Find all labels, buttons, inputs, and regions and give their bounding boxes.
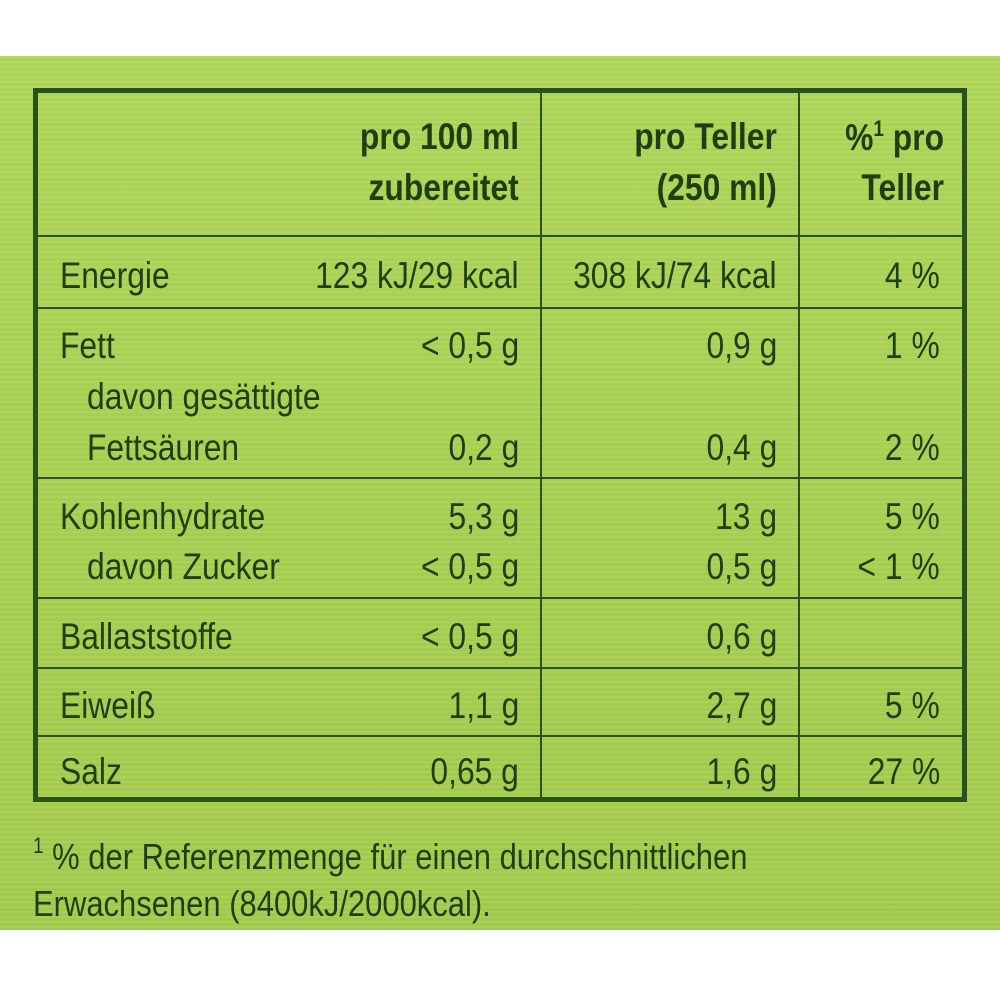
row-divider	[38, 307, 962, 309]
value-energie-per100: 123 kJ/29 kcal	[315, 255, 519, 296]
value-kohlenhydrate-per100: 5,3 g	[448, 496, 519, 537]
value-ballaststoffe-perplate: 0,6 g	[706, 616, 777, 657]
row-label-zucker: davon Zucker	[87, 546, 280, 587]
row-label-fettsaeuren-line1: davon gesättigte	[87, 376, 321, 417]
header-per100-line1: pro 100 ml	[359, 116, 519, 157]
row-divider	[38, 235, 962, 237]
row-label-eiweiss: Eiweiß	[60, 685, 156, 726]
footnote-line2: Erwachsenen (8400kJ/2000kcal).	[33, 883, 491, 924]
header-perplate-line2: (250 ml)	[656, 167, 777, 208]
header-per100-line2: zubereitet	[368, 167, 519, 208]
header-percent-line2: Teller	[861, 167, 944, 208]
value-energie-perplate: 308 kJ/74 kcal	[573, 255, 777, 296]
value-fettsaeuren-per100: 0,2 g	[448, 427, 519, 468]
value-eiweiss-perplate: 2,7 g	[706, 685, 777, 726]
value-eiweiss-pct: 5 %	[885, 685, 940, 726]
row-divider	[38, 477, 962, 479]
footnote-line1: 1 % der Referenzmenge für einen durchsch…	[33, 833, 748, 877]
nutrition-panel: pro 100 ml zubereitet pro Teller (250 ml…	[0, 56, 1000, 930]
row-label-salz: Salz	[60, 751, 122, 792]
row-label-kohlenhydrate: Kohlenhydrate	[60, 496, 266, 537]
column-divider	[798, 93, 800, 797]
header-percent-line1: %1 pro	[845, 116, 944, 158]
value-salz-per100: 0,65 g	[430, 751, 519, 792]
value-energie-pct: 4 %	[885, 255, 940, 296]
value-eiweiss-per100: 1,1 g	[448, 685, 519, 726]
value-fett-perplate: 0,9 g	[706, 325, 777, 366]
value-kohlenhydrate-pct: 5 %	[885, 496, 940, 537]
value-fettsaeuren-perplate: 0,4 g	[706, 427, 777, 468]
column-divider	[540, 93, 542, 797]
value-zucker-pct: < 1 %	[857, 546, 940, 587]
value-zucker-perplate: 0,5 g	[706, 546, 777, 587]
row-label-energie: Energie	[60, 255, 170, 296]
value-zucker-per100: < 0,5 g	[420, 546, 519, 587]
value-ballaststoffe-per100: < 0,5 g	[420, 616, 519, 657]
header-perplate-line1: pro Teller	[634, 116, 777, 157]
value-salz-perplate: 1,6 g	[706, 751, 777, 792]
value-kohlenhydrate-perplate: 13 g	[715, 496, 777, 537]
nutrition-table: pro 100 ml zubereitet pro Teller (250 ml…	[33, 88, 967, 802]
row-label-fettsaeuren-line2: Fettsäuren	[87, 427, 240, 468]
value-salz-pct: 27 %	[867, 751, 940, 792]
footnote-marker: 1	[33, 833, 44, 858]
row-label-fett: Fett	[60, 325, 115, 366]
footnote: 1 % der Referenzmenge für einen durchsch…	[33, 822, 747, 927]
value-fett-per100: < 0,5 g	[420, 325, 519, 366]
row-divider	[38, 667, 962, 669]
row-divider	[38, 735, 962, 737]
row-divider	[38, 597, 962, 599]
row-label-ballaststoffe: Ballaststoffe	[60, 616, 233, 657]
value-fett-pct: 1 %	[885, 325, 940, 366]
value-fettsaeuren-pct: 2 %	[885, 427, 940, 468]
